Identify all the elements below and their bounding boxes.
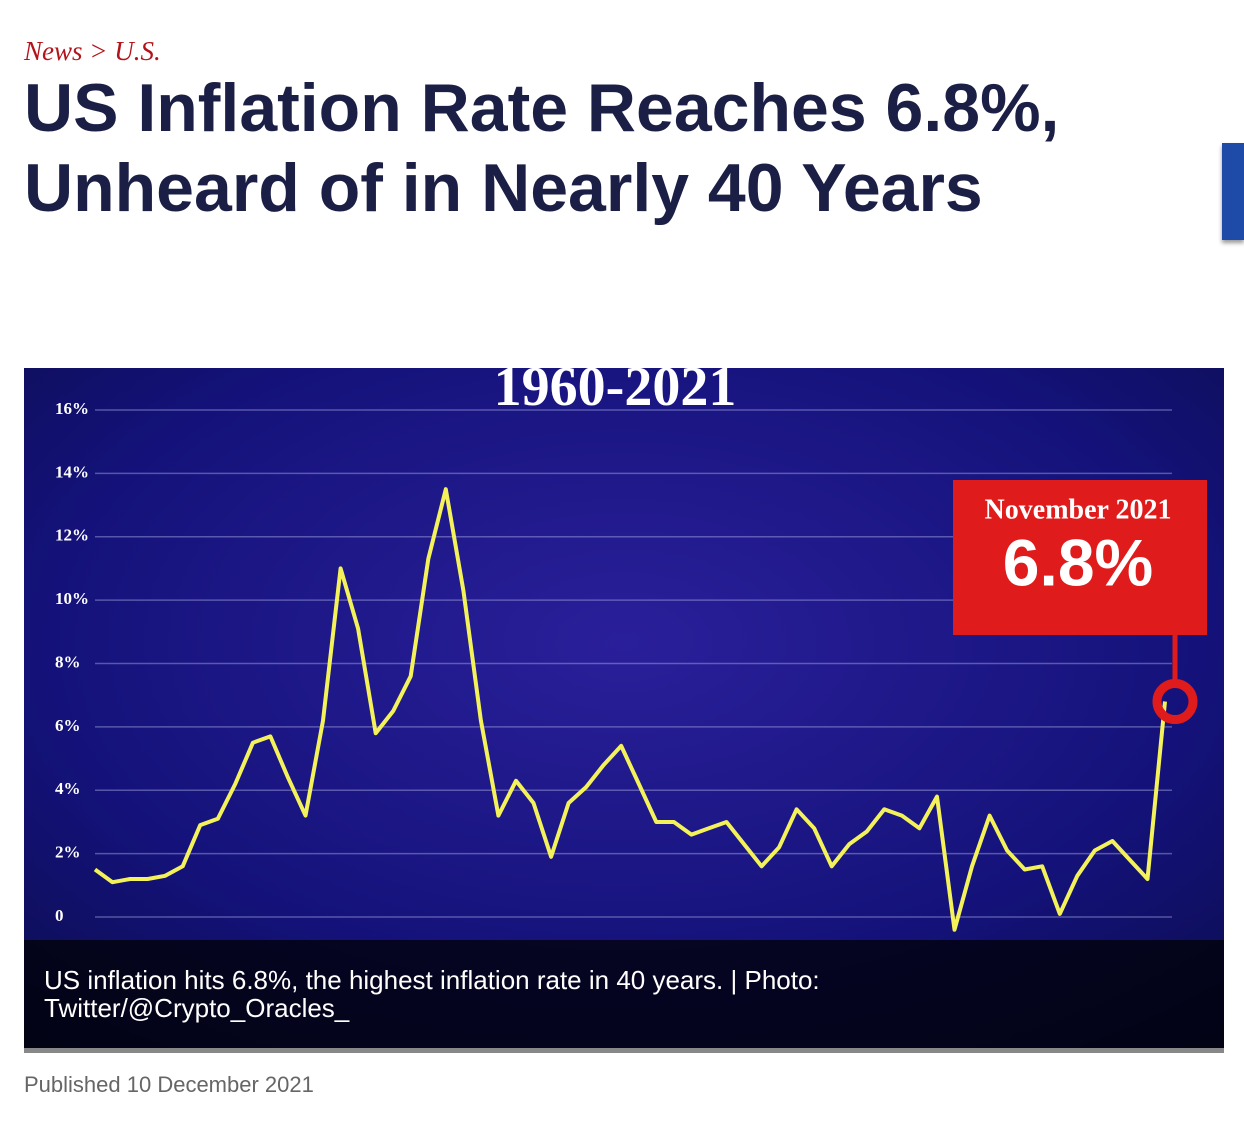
annotation-marker (1152, 679, 1198, 725)
y-tick-label: 0 (55, 906, 64, 925)
caption-overlay (24, 940, 1224, 1048)
figure: 16% 14% 12% 10% 8% 6% 4% 2% 0 1960-2021 November… (24, 368, 1224, 1053)
annotation-value: 6.8% (1003, 525, 1153, 599)
annotation-title: November 2021 (985, 494, 1172, 525)
y-tick-label: 12% (55, 526, 89, 545)
y-tick-label: 6% (55, 716, 81, 735)
y-tick-label: 8% (55, 652, 81, 671)
y-tick-label: 14% (55, 462, 89, 481)
image-border (24, 1048, 1224, 1053)
y-tick-label: 2% (55, 843, 81, 862)
inflation-line (93, 487, 1167, 932)
headline: US Inflation Rate Reaches 6.8%, Unheard … (24, 70, 1060, 226)
caption: US inflation hits 6.8%, the highest infl… (44, 965, 820, 1023)
breadcrumb[interactable]: News > U.S. (24, 36, 161, 66)
annotation-box (953, 480, 1207, 635)
y-tick-label: 10% (55, 589, 89, 608)
y-tick-label: 16% (55, 399, 89, 418)
published-date: Published 10 December 2021 (24, 1072, 314, 1097)
side-tab[interactable] (1222, 143, 1244, 240)
chart-title: 1960-2021 (494, 368, 737, 418)
y-tick-label: 4% (55, 779, 81, 798)
